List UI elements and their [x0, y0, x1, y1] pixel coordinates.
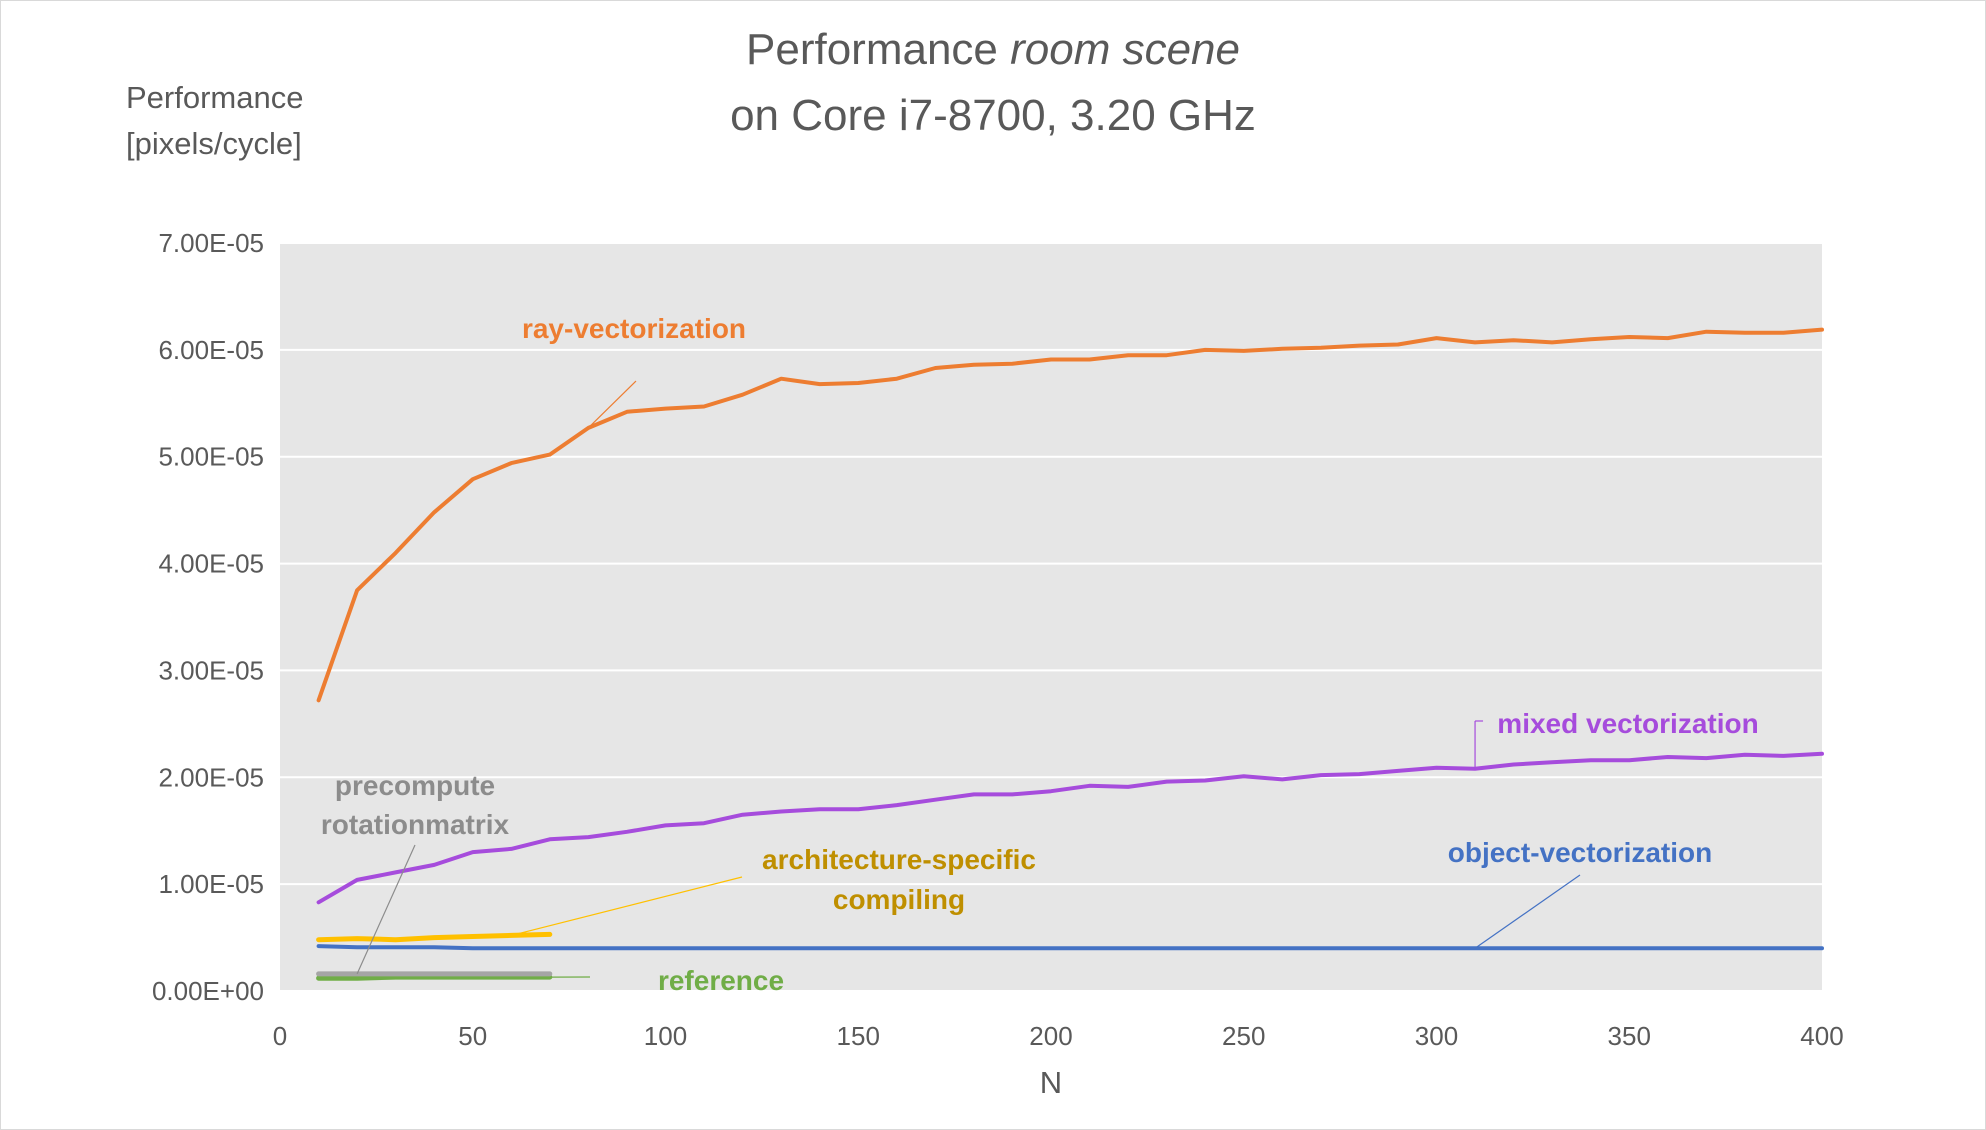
x-tick-label: 300 [1415, 1021, 1458, 1051]
y-tick-label: 5.00E-05 [158, 442, 264, 472]
series-line-reference [316, 974, 553, 981]
label-architecture-specific-line2: compiling [833, 884, 965, 915]
x-axis-label: N [1040, 1065, 1062, 1100]
label-ray-vectorization: ray-vectorization [522, 313, 746, 344]
label-precompute-line2: rotationmatrix [321, 809, 510, 840]
gridlines [280, 242, 1822, 992]
leader-precompute [356, 844, 416, 975]
x-tick-label: 200 [1029, 1021, 1072, 1051]
x-tick-label: 100 [644, 1021, 687, 1051]
y-tick-label: 2.00E-05 [158, 762, 264, 792]
label-architecture-specific-line1: architecture-specific [762, 844, 1036, 875]
label-object-vectorization: object-vectorization [1448, 837, 1712, 868]
x-tick-label: 50 [458, 1021, 487, 1051]
leader-architecture-specific [511, 876, 743, 937]
x-tick-label: 400 [1800, 1021, 1843, 1051]
x-tick-label: 0 [273, 1021, 287, 1051]
y-tick-label: 4.00E-05 [158, 549, 264, 579]
y-tick-label: 6.00E-05 [158, 335, 264, 365]
y-axis-ticks: 0.00E+00 1.00E-05 2.00E-05 3.00E-05 4.00E-05… [152, 228, 264, 1006]
series-line-ray-vectorization [316, 327, 1824, 703]
chart-title: Performance room scene [746, 25, 1240, 74]
plot-area [280, 243, 1822, 991]
chart-subtitle: on Core i7-8700, 3.20 GHz [730, 91, 1256, 140]
label-precompute-line1: precompute [335, 770, 495, 801]
x-tick-label: 250 [1222, 1021, 1265, 1051]
y-tick-label: 0.00E+00 [152, 976, 264, 1006]
y-tick-label: 1.00E-05 [158, 869, 264, 899]
label-reference: reference [658, 965, 784, 996]
x-tick-label: 350 [1608, 1021, 1651, 1051]
x-tick-label: 150 [837, 1021, 880, 1051]
y-tick-label: 3.00E-05 [158, 655, 264, 685]
series-line-object-vectorization [316, 944, 1824, 951]
leader-ray-vectorization [587, 380, 637, 429]
label-mixed-vectorization: mixed vectorization [1497, 708, 1758, 739]
label-leader-lines [356, 380, 1581, 978]
series-line-mixed-vectorization [316, 751, 1824, 905]
y-axis-label-line1: Performance [126, 80, 303, 115]
leader-object-vectorization [1474, 874, 1581, 949]
x-axis-ticks: 0 50 100 150 200 250 300 350 400 [273, 1021, 1844, 1051]
y-axis-label-line2: [pixels/cycle] [126, 126, 302, 161]
y-tick-label: 7.00E-05 [158, 228, 264, 258]
